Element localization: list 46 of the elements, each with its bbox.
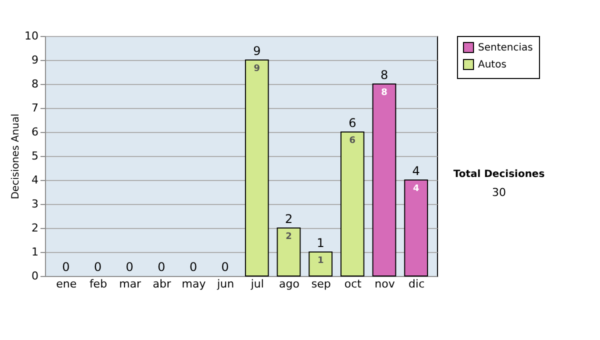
x-tick-label: sep	[311, 278, 331, 290]
text: 0	[62, 260, 70, 274]
x-tick-label: mar	[119, 278, 142, 290]
text: Total Decisiones	[453, 169, 545, 180]
text: 0	[94, 260, 102, 274]
data-label: 2	[286, 232, 292, 242]
text: 0	[126, 260, 134, 274]
text: 0	[189, 260, 198, 274]
x-tick-label: jun	[216, 278, 234, 290]
x-tick-label: ene	[56, 278, 77, 290]
text: 0	[158, 260, 166, 274]
total-label: 4	[412, 164, 420, 178]
data-label: 1	[317, 256, 324, 266]
y-tick-label: 10	[24, 30, 38, 42]
text: 30	[492, 186, 506, 199]
y-tick-label: 4	[32, 174, 38, 186]
x-tick-label: jul	[250, 278, 264, 290]
legend-label: Autos	[478, 60, 506, 70]
y-tick-label: 7	[32, 102, 38, 114]
y-tick-label: 6	[32, 126, 38, 138]
y-tick-label: 0	[32, 270, 38, 282]
x-tick-label: nov	[374, 278, 396, 290]
data-label: 6	[349, 136, 356, 146]
y-tick-label: 8	[32, 78, 38, 90]
data-label: 4	[412, 184, 420, 194]
y-tick-label: 3	[32, 198, 38, 210]
y-tick-label: 9	[32, 54, 38, 66]
x-tick-label: dic	[408, 278, 425, 290]
data-label: 9	[254, 64, 260, 74]
y-tick-label: 1	[32, 246, 38, 258]
x-tick-label: may	[182, 278, 206, 290]
total-label: 9	[253, 44, 261, 58]
x-tick-label: abr	[152, 278, 172, 290]
y-tick-label: 5	[32, 150, 38, 162]
data-label: 8	[381, 88, 388, 98]
x-tick-label: ago	[279, 278, 300, 290]
total-label: 8	[380, 68, 388, 82]
total-label: 1	[316, 236, 324, 250]
y-tick-label: 2	[32, 222, 38, 234]
x-tick-label: oct	[344, 278, 362, 290]
text: 0	[221, 260, 229, 274]
total-label: 6	[348, 116, 356, 130]
total-label: 2	[284, 212, 293, 226]
y-axis-title: Decisiones Anual	[10, 114, 22, 200]
legend-label: Sentencias	[478, 42, 533, 54]
x-tick-label: feb	[89, 278, 108, 290]
